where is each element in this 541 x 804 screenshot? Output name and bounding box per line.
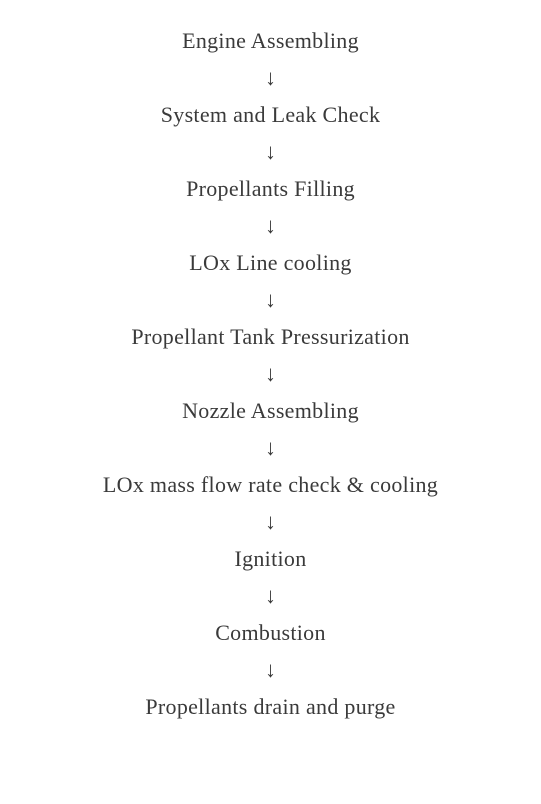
step-system-leak-check: System and Leak Check bbox=[161, 102, 381, 128]
flowchart-container: Engine Assembling ↓ System and Leak Chec… bbox=[0, 28, 541, 720]
down-arrow-icon: ↓ bbox=[265, 437, 276, 459]
down-arrow-icon: ↓ bbox=[265, 585, 276, 607]
step-propellants-filling: Propellants Filling bbox=[186, 176, 355, 202]
step-ignition: Ignition bbox=[234, 546, 306, 572]
step-combustion: Combustion bbox=[215, 620, 326, 646]
step-lox-flow-check: LOx mass flow rate check & cooling bbox=[103, 472, 438, 498]
down-arrow-icon: ↓ bbox=[265, 215, 276, 237]
step-drain-purge: Propellants drain and purge bbox=[145, 694, 395, 720]
step-tank-pressurization: Propellant Tank Pressurization bbox=[131, 324, 409, 350]
down-arrow-icon: ↓ bbox=[265, 67, 276, 89]
step-engine-assembling: Engine Assembling bbox=[182, 28, 359, 54]
down-arrow-icon: ↓ bbox=[265, 363, 276, 385]
down-arrow-icon: ↓ bbox=[265, 511, 276, 533]
step-nozzle-assembling: Nozzle Assembling bbox=[182, 398, 359, 424]
down-arrow-icon: ↓ bbox=[265, 141, 276, 163]
down-arrow-icon: ↓ bbox=[265, 289, 276, 311]
step-lox-line-cooling: LOx Line cooling bbox=[189, 250, 351, 276]
down-arrow-icon: ↓ bbox=[265, 659, 276, 681]
